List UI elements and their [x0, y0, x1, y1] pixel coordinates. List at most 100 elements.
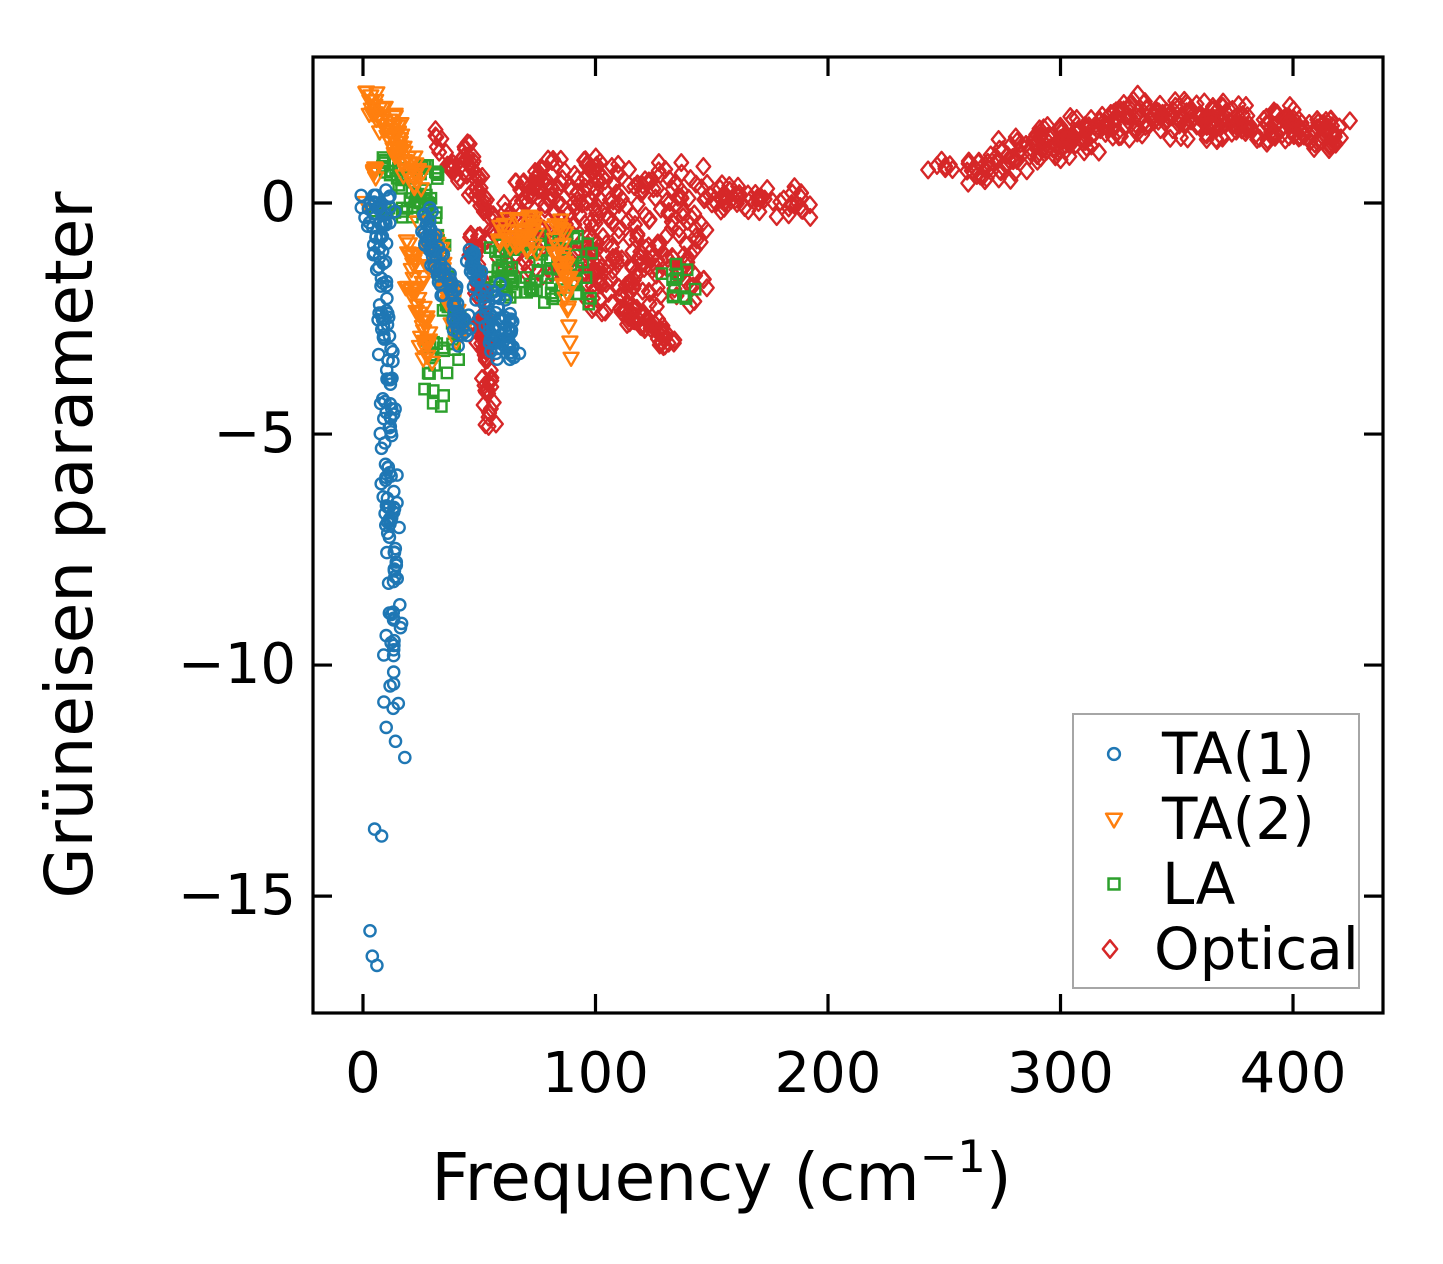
legend-label-ta2: TA(2): [1162, 784, 1315, 853]
marker: [1135, 93, 1152, 113]
marker: [530, 284, 543, 298]
marker: [677, 290, 691, 303]
marker: [374, 829, 389, 843]
marker: [597, 302, 614, 322]
marker: [488, 414, 504, 434]
marker: [649, 278, 666, 297]
marker: [1007, 127, 1024, 147]
marker: [610, 226, 627, 246]
marker: [546, 292, 560, 306]
marker: [387, 545, 402, 560]
marker: [1247, 125, 1264, 145]
circle-glyph: [1106, 746, 1122, 761]
marker: [382, 329, 397, 343]
legend-label-optical: Optical: [1154, 914, 1359, 983]
marker: [545, 232, 564, 248]
marker: [649, 329, 666, 349]
marker: [439, 155, 456, 175]
marker: [1172, 127, 1189, 147]
marker: [1066, 128, 1083, 148]
marker: [379, 303, 394, 318]
marker: [545, 277, 559, 291]
marker: [375, 208, 390, 223]
marker: [680, 263, 694, 277]
marker: [458, 325, 473, 339]
marker: [582, 213, 599, 232]
legend-item-optical: Optical: [1088, 914, 1359, 983]
marker: [634, 175, 651, 195]
marker: [658, 192, 675, 211]
marker: [473, 288, 487, 303]
marker: [378, 254, 393, 269]
marker: [528, 246, 546, 262]
marker: [624, 241, 641, 261]
diamond-marker-icon: [1088, 929, 1132, 969]
marker: [601, 256, 618, 276]
marker: [549, 193, 566, 213]
marker: [1341, 111, 1358, 131]
y-axis-label: Grüneisen parameter: [31, 191, 108, 899]
marker: [552, 258, 570, 275]
marker: [629, 194, 646, 214]
marker: [626, 177, 643, 197]
scatter-points-layer: [354, 84, 1358, 973]
marker: [1160, 106, 1177, 126]
marker: [620, 308, 637, 328]
marker: [639, 249, 656, 269]
marker: [604, 237, 620, 257]
marker: [659, 249, 676, 269]
marker: [378, 118, 396, 134]
marker: [374, 279, 388, 293]
marker: [389, 555, 404, 569]
marker: [1183, 111, 1200, 131]
marker: [451, 339, 466, 353]
x-tick-label-100: 100: [542, 1041, 649, 1106]
marker: [1006, 162, 1023, 182]
marker: [426, 384, 440, 397]
marker: [682, 169, 699, 189]
marker: [933, 150, 950, 170]
x-tick-label-0: 0: [345, 1041, 381, 1106]
marker: [665, 248, 682, 268]
marker: [793, 200, 810, 220]
marker: [668, 280, 681, 294]
marker: [960, 151, 977, 171]
legend: TA(1) TA(2) LA Optical: [1072, 713, 1360, 989]
legend-item-ta1: TA(1): [1088, 724, 1358, 784]
marker: [604, 213, 621, 232]
marker: [376, 648, 391, 662]
marker: [1227, 116, 1244, 136]
marker: [1223, 123, 1240, 143]
marker: [1156, 112, 1173, 132]
marker: [1106, 746, 1122, 761]
marker: [513, 228, 531, 244]
marker: [670, 225, 687, 245]
marker: [377, 695, 391, 709]
marker: [527, 162, 544, 181]
legend-label-la: LA: [1162, 849, 1236, 918]
marker: [1119, 106, 1136, 126]
marker: [477, 382, 494, 402]
marker: [592, 275, 609, 295]
legend-item-la: LA: [1088, 854, 1358, 914]
marker: [380, 291, 394, 306]
marker: [648, 297, 665, 317]
marker: [370, 958, 384, 973]
marker: [501, 241, 519, 257]
marker: [365, 163, 383, 179]
marker: [405, 172, 424, 188]
marker: [363, 924, 377, 938]
marker: [556, 161, 573, 181]
marker: [371, 202, 386, 216]
marker: [1203, 114, 1220, 134]
marker: [493, 276, 507, 291]
marker: [499, 232, 517, 248]
marker: [415, 224, 429, 239]
marker: [380, 545, 394, 560]
marker: [556, 291, 574, 307]
marker: [384, 428, 399, 443]
marker: [636, 258, 653, 278]
marker: [446, 313, 461, 328]
circle-marker-icon: [1088, 734, 1140, 774]
